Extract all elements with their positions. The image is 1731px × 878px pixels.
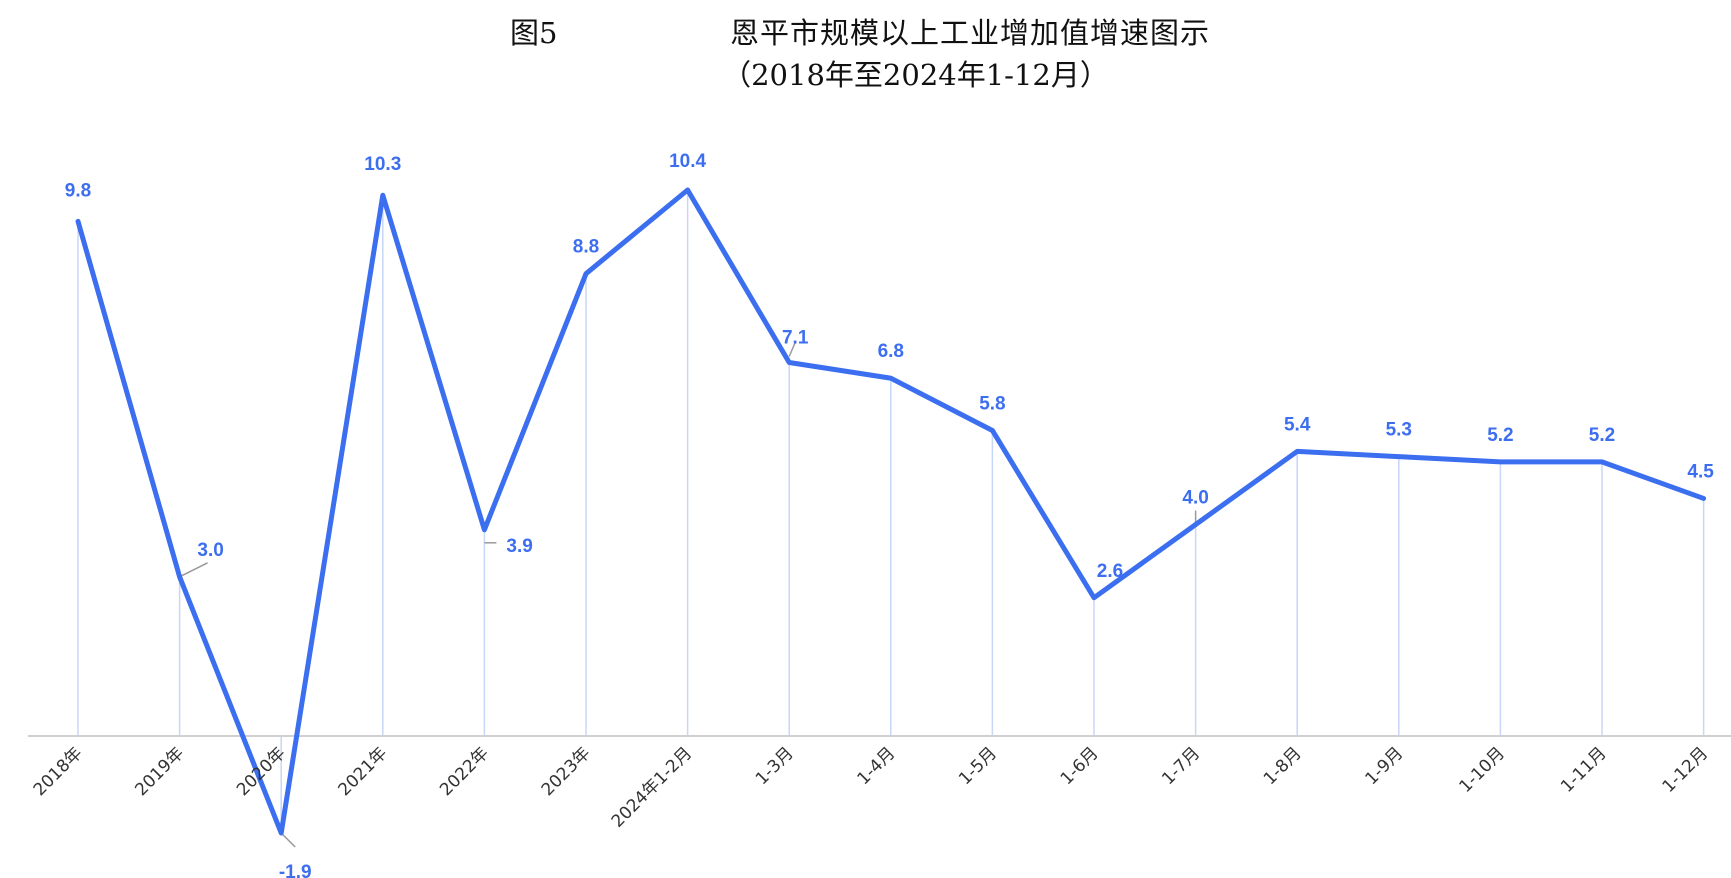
x-tick-label: 1-12月 [1659, 743, 1712, 796]
data-label: 5.2 [1487, 425, 1513, 446]
chart-subtitle: （2018年至2024年1-12月） [722, 58, 1109, 92]
data-label: 5.3 [1386, 420, 1412, 441]
data-label: 3.9 [506, 536, 532, 557]
data-label: 4.0 [1182, 488, 1208, 509]
leader-line [788, 342, 796, 357]
x-tick-label: 1-5月 [955, 743, 1001, 789]
data-label: 2.6 [1097, 561, 1123, 582]
x-tick-label: 2019年 [131, 743, 188, 800]
data-label: 10.4 [669, 151, 706, 172]
x-tick-label: 2021年 [335, 743, 392, 800]
x-tick-label: 2024年1-2月 [608, 743, 696, 831]
x-tick-label: 1-6月 [1057, 743, 1103, 789]
data-labels: 9.8 3.0 -1.9 10.3 3.9 8.8 10.4 7.1 6.8 5.8 2.6 4.0 5… [65, 151, 1714, 878]
x-tick-label: 2018年 [30, 743, 87, 800]
x-tick-label: 1-9月 [1362, 743, 1408, 789]
data-label: 3.0 [197, 540, 223, 561]
chart-title: 恩平市规模以上工业增加值增速图示 [730, 16, 1211, 50]
x-tick-label: 1-4月 [854, 743, 900, 789]
leader-line [179, 562, 208, 578]
x-tick-label: 1-7月 [1158, 743, 1204, 789]
series-line [75, 187, 1707, 836]
x-tick-label: 2022年 [436, 743, 493, 800]
x-tick-label: 1-10月 [1455, 743, 1508, 796]
data-label: 9.8 [65, 180, 91, 201]
figure-number: 图5 [510, 16, 558, 50]
data-label: 4.5 [1687, 461, 1714, 482]
drop-lines [77, 190, 1705, 833]
leader-line [280, 832, 296, 848]
data-label: 5.8 [979, 393, 1005, 414]
data-label: -1.9 [279, 862, 312, 878]
data-label: 5.2 [1589, 425, 1615, 446]
x-tick-label: 1-8月 [1260, 743, 1306, 789]
x-tick-label: 1-11月 [1557, 743, 1610, 796]
data-label: 6.8 [878, 341, 904, 362]
data-label: 5.4 [1284, 414, 1311, 435]
x-tick-label: 2023年 [538, 743, 595, 800]
x-tick-label: 1-3月 [752, 743, 798, 789]
data-label: 10.3 [364, 154, 401, 175]
data-label: 8.8 [573, 237, 599, 258]
data-label: 7.1 [782, 328, 809, 349]
